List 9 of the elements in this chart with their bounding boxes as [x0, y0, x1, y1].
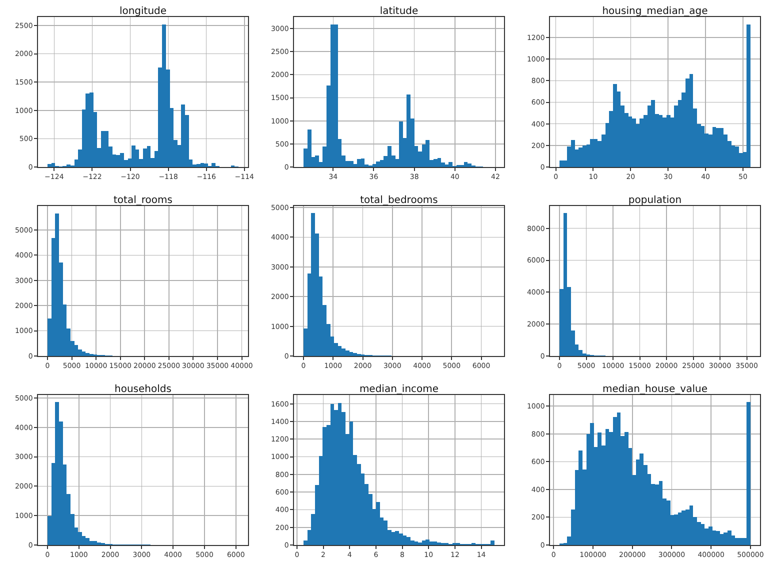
chart-title: latitude [380, 6, 418, 17]
chart-title: median_income [359, 384, 439, 395]
chart-title: population [628, 195, 682, 206]
chart-title: housing_median_age [602, 6, 708, 17]
chart-title: median_house_value [602, 384, 708, 395]
chart-title: households [114, 384, 172, 395]
chart-title: total_bedrooms [360, 195, 438, 206]
chart-title: total_rooms [114, 195, 172, 206]
chart-title: longitude [119, 6, 167, 17]
